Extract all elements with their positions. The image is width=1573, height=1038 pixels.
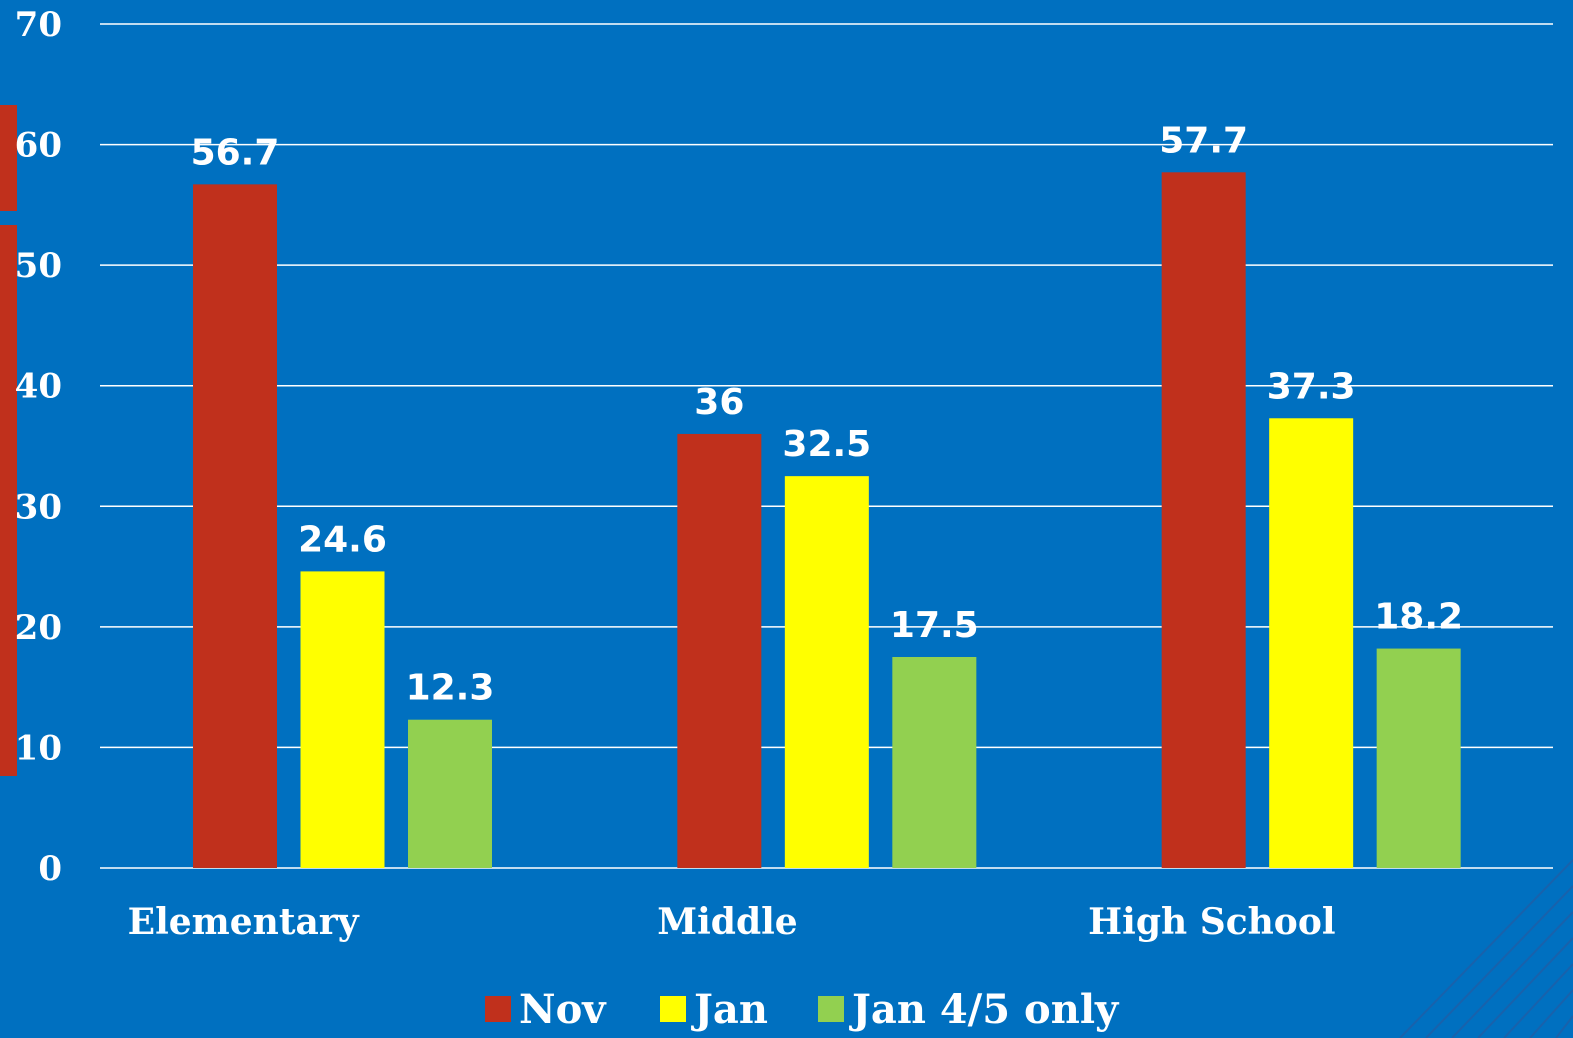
bar-jan-elementary	[300, 571, 385, 868]
legend-swatch-jan-4-5-only	[818, 996, 844, 1022]
y-tick-label: 40	[15, 367, 62, 407]
bar-jan-middle	[784, 476, 869, 868]
legend-label-jan-4-5-only: Jan 4/5 only	[849, 986, 1120, 1033]
y-tick-label: 60	[15, 126, 62, 166]
category-label: Elementary	[128, 901, 360, 943]
legend-swatch-nov	[485, 996, 511, 1022]
decor-diagonal-line	[1399, 859, 1573, 1038]
data-label: 37.3	[1267, 366, 1356, 407]
accent-strip-top	[0, 105, 17, 211]
category-label: High School	[1088, 901, 1335, 943]
bar-nov-high-school	[1161, 172, 1246, 868]
legend-swatch-jan	[660, 996, 686, 1022]
decor-diagonal-line	[1529, 989, 1573, 1038]
bar-nov-middle	[677, 433, 762, 868]
bar-jan-4-5-only-middle	[892, 657, 977, 868]
y-tick-label: 30	[15, 487, 62, 527]
data-label: 57.7	[1159, 120, 1248, 161]
y-tick-label: 20	[15, 608, 62, 648]
data-label: 56.7	[191, 132, 280, 173]
data-label: 12.3	[406, 668, 495, 709]
data-label: 18.2	[1374, 597, 1463, 638]
legend-label-jan: Jan	[691, 986, 768, 1033]
data-label: 32.5	[782, 424, 871, 465]
decor-diagonal-line	[1503, 963, 1573, 1038]
decor-diagonal-line	[1425, 885, 1573, 1038]
bar-jan-4-5-only-high-school	[1376, 648, 1461, 868]
y-tick-label: 10	[15, 728, 62, 768]
accent-strip-bottom	[0, 225, 17, 776]
y-tick-label: 70	[15, 5, 62, 45]
data-label: 24.6	[298, 519, 387, 560]
decor-diagonal-line	[1451, 911, 1573, 1038]
bar-nov-elementary	[193, 184, 277, 869]
legend-label-nov: Nov	[519, 986, 607, 1033]
data-label: 17.5	[890, 605, 979, 646]
bar-jan-4-5-only-elementary	[408, 719, 492, 868]
decor-diagonal-line	[1477, 937, 1573, 1038]
y-tick-label: 0	[38, 849, 62, 889]
category-label: Middle	[657, 901, 797, 943]
data-label: 36	[694, 382, 744, 423]
decor-diagonal-line	[1555, 1015, 1573, 1038]
bar-jan-high-school	[1269, 418, 1354, 868]
y-tick-label: 50	[15, 246, 62, 286]
